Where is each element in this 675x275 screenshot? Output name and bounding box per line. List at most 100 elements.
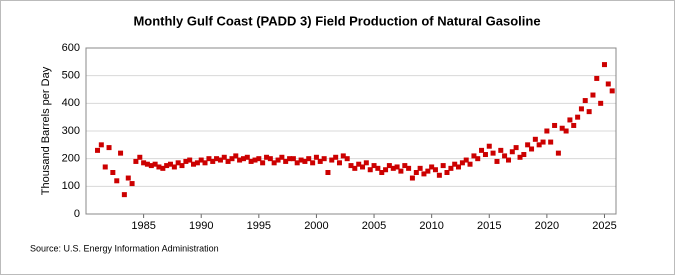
y-tick-label: 600 <box>62 42 80 54</box>
marker <box>471 153 477 159</box>
marker <box>417 165 423 171</box>
marker <box>421 171 427 177</box>
marker <box>463 157 469 163</box>
marker <box>133 158 139 164</box>
marker <box>444 170 450 175</box>
marker <box>241 156 247 162</box>
marker <box>425 168 431 174</box>
marker <box>256 156 262 162</box>
marker <box>298 157 304 163</box>
marker <box>340 153 346 159</box>
marker <box>467 161 473 167</box>
marker <box>475 156 481 162</box>
marker <box>302 158 308 164</box>
marker <box>198 157 204 163</box>
marker <box>171 164 177 170</box>
marker <box>544 128 550 134</box>
marker <box>190 161 196 167</box>
marker <box>310 160 316 166</box>
marker <box>313 154 319 160</box>
marker <box>398 168 404 174</box>
marker <box>436 172 442 178</box>
marker <box>121 192 127 198</box>
marker <box>352 165 358 171</box>
marker <box>194 160 200 166</box>
marker <box>356 161 362 167</box>
marker <box>141 160 147 166</box>
marker <box>148 163 154 169</box>
marker <box>502 153 508 159</box>
marker <box>555 150 561 156</box>
marker <box>125 175 131 181</box>
marker <box>609 88 615 94</box>
marker <box>344 156 350 162</box>
marker <box>452 161 458 167</box>
marker <box>260 160 266 166</box>
marker <box>559 125 565 131</box>
marker <box>329 157 335 163</box>
marker <box>386 163 392 169</box>
marker <box>586 109 592 115</box>
marker <box>95 147 101 153</box>
marker <box>413 170 419 175</box>
marker <box>440 163 446 169</box>
marker <box>137 154 143 160</box>
marker <box>521 152 527 158</box>
y-tick-label: 400 <box>62 97 80 109</box>
marker <box>287 156 293 162</box>
marker <box>498 147 504 153</box>
marker <box>367 167 373 173</box>
marker <box>429 164 435 170</box>
marker <box>110 170 116 175</box>
marker <box>210 158 216 164</box>
marker <box>175 160 181 166</box>
marker <box>275 157 281 163</box>
marker <box>582 98 588 104</box>
x-tick-label: 1995 <box>247 220 271 232</box>
marker <box>306 156 312 162</box>
marker <box>248 158 254 164</box>
marker <box>525 142 531 148</box>
x-tick-label: 2010 <box>419 220 443 232</box>
marker <box>118 150 124 156</box>
marker <box>598 100 604 106</box>
x-tick-label: 2020 <box>535 220 559 232</box>
marker <box>283 158 289 164</box>
marker <box>379 170 385 175</box>
marker <box>548 139 554 145</box>
marker <box>479 147 485 153</box>
marker <box>221 154 227 160</box>
marker <box>486 143 492 149</box>
marker <box>575 114 581 120</box>
marker <box>129 181 135 187</box>
marker <box>244 154 250 160</box>
marker <box>506 157 512 163</box>
marker <box>267 156 273 162</box>
marker <box>114 178 120 184</box>
marker <box>264 154 270 160</box>
marker <box>390 165 396 171</box>
y-tick-label: 200 <box>62 153 80 165</box>
marker <box>571 122 577 128</box>
marker <box>333 154 339 160</box>
marker <box>225 158 231 164</box>
marker <box>513 145 519 151</box>
marker <box>406 165 412 171</box>
marker <box>594 75 600 81</box>
marker <box>459 160 465 166</box>
marker <box>290 156 296 162</box>
marker <box>375 165 381 171</box>
marker <box>321 156 327 162</box>
marker <box>490 150 496 156</box>
marker <box>233 153 239 159</box>
marker <box>517 154 523 160</box>
x-tick-label: 2025 <box>592 220 616 232</box>
marker <box>183 158 189 164</box>
marker <box>563 128 569 134</box>
marker <box>383 167 389 173</box>
marker <box>98 142 104 148</box>
marker <box>202 160 208 166</box>
marker <box>144 161 150 167</box>
